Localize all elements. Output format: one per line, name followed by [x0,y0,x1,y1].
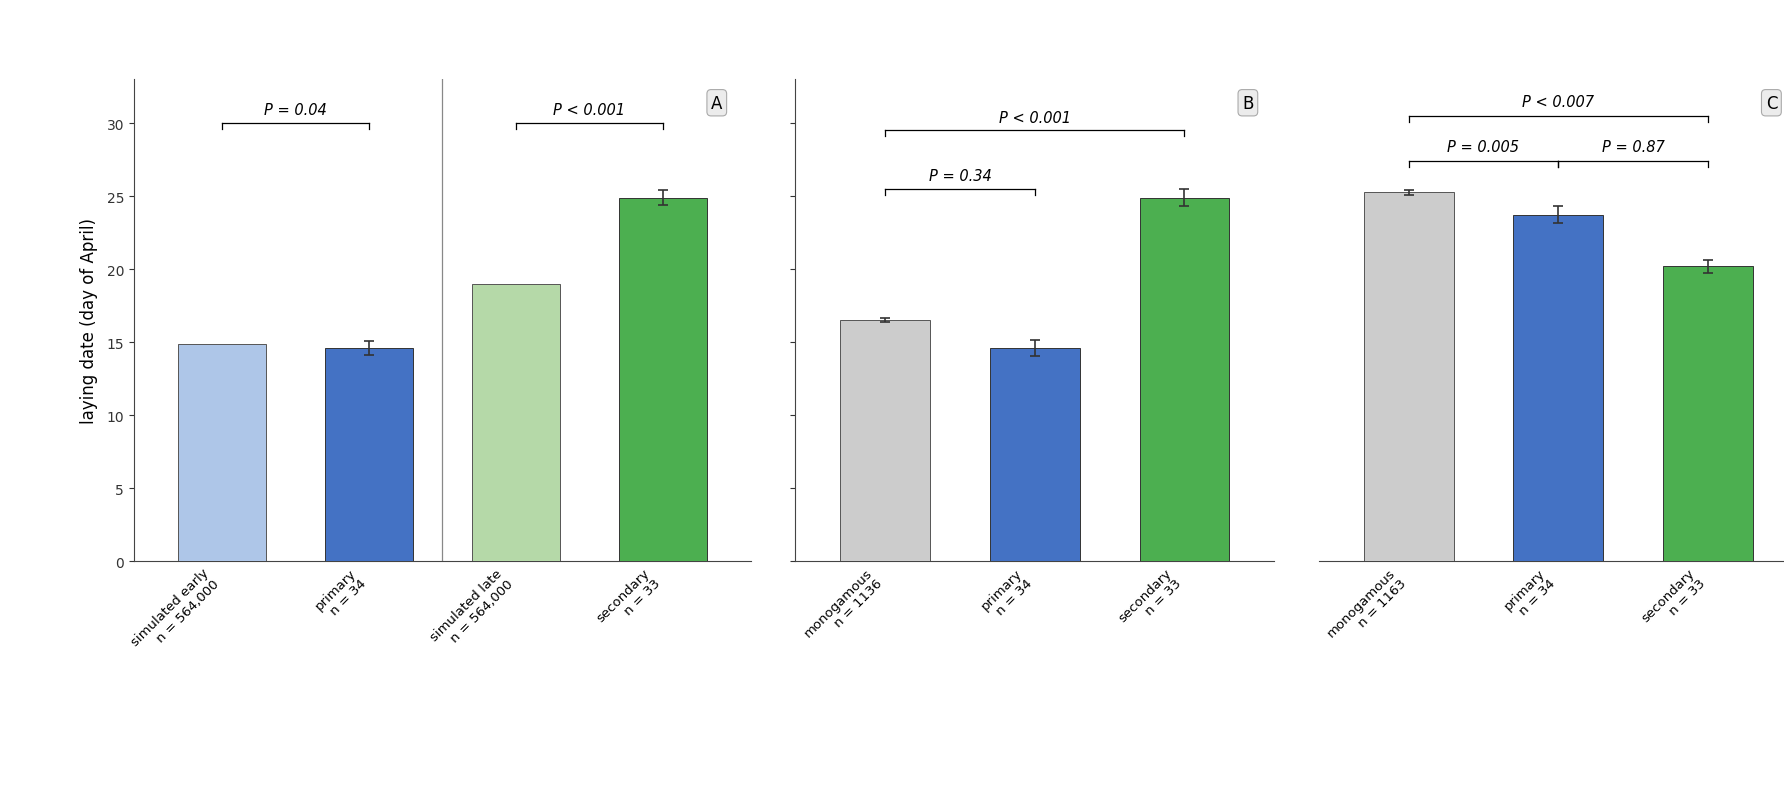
Bar [840,321,929,561]
Text: P < 0.007: P < 0.007 [1522,95,1595,110]
Bar [471,285,560,561]
Text: A: A [712,95,723,112]
Bar [1363,193,1454,561]
Text: P < 0.001: P < 0.001 [999,111,1070,125]
Bar [325,349,412,561]
Y-axis label: laying date (day of April): laying date (day of April) [80,218,98,423]
Text: P = 0.87: P = 0.87 [1602,140,1664,155]
Text: P < 0.001: P < 0.001 [553,103,624,118]
Text: B: B [1242,95,1254,112]
Bar [619,198,706,561]
Text: P = 0.04: P = 0.04 [264,103,326,118]
Bar [1513,215,1604,561]
Bar [1663,267,1754,561]
Text: C: C [1766,95,1777,112]
Bar [1140,198,1229,561]
Text: P = 0.005: P = 0.005 [1447,140,1520,155]
Bar [178,344,266,561]
Bar [990,349,1079,561]
Text: P = 0.34: P = 0.34 [928,168,992,184]
